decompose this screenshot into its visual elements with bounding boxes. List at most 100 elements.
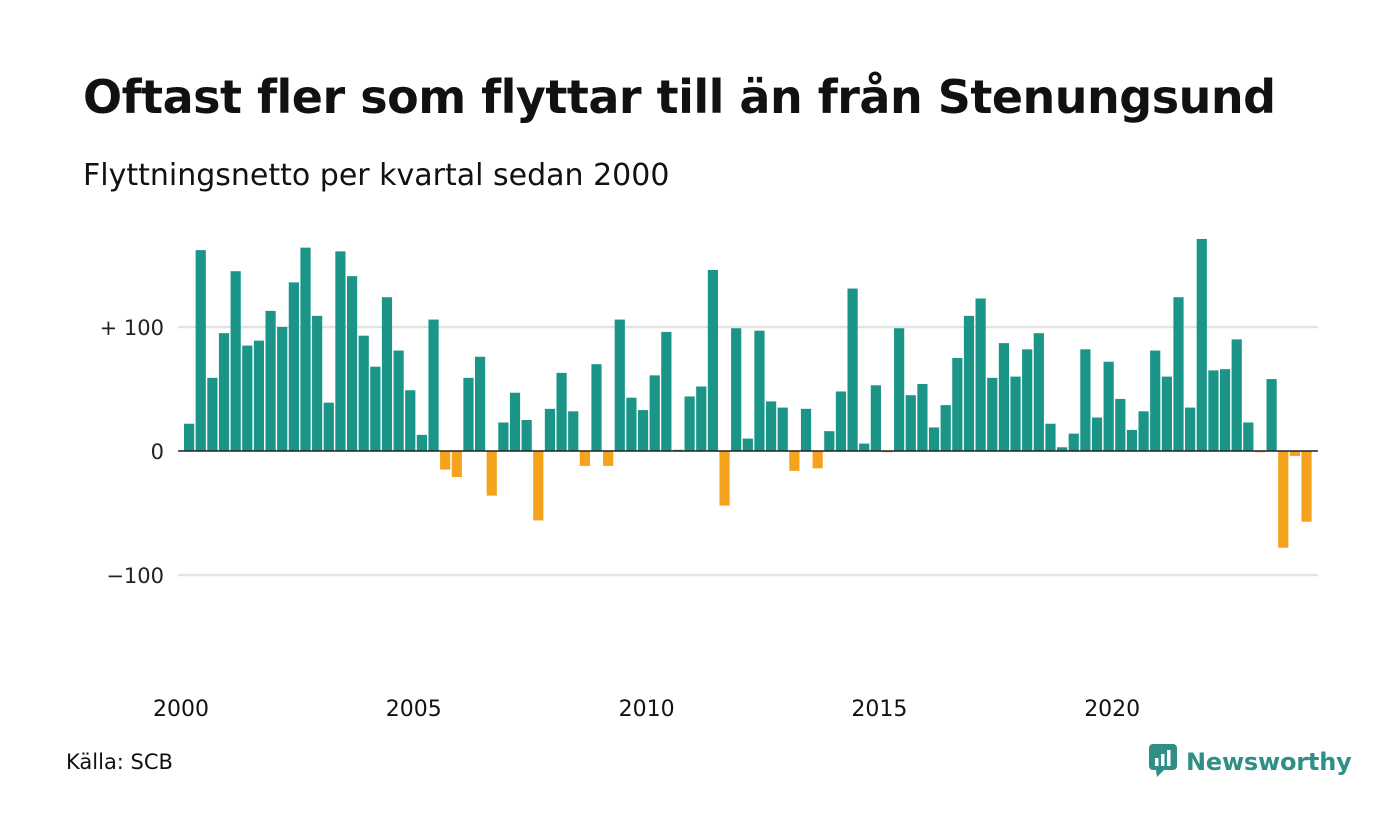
bar bbox=[1161, 376, 1172, 451]
x-tick-label: 2020 bbox=[1084, 697, 1140, 722]
bar bbox=[1219, 369, 1231, 451]
bar bbox=[288, 282, 299, 451]
bar bbox=[731, 328, 742, 451]
bar bbox=[1301, 451, 1312, 522]
bar bbox=[253, 340, 265, 451]
bar bbox=[1045, 423, 1056, 451]
bar bbox=[1196, 238, 1207, 451]
bar bbox=[614, 319, 625, 451]
bar bbox=[789, 451, 800, 471]
bar bbox=[393, 350, 404, 451]
bar bbox=[428, 319, 439, 451]
bar bbox=[894, 328, 905, 451]
bar bbox=[463, 377, 474, 451]
bar bbox=[626, 397, 637, 451]
bar bbox=[346, 276, 358, 451]
x-tick-label: 2015 bbox=[851, 697, 907, 722]
bar bbox=[277, 327, 288, 451]
bar bbox=[661, 331, 672, 451]
x-tick-label: 2005 bbox=[386, 697, 442, 722]
chart-subtitle: Flyttningsnetto per kvartal sedan 2000 bbox=[83, 158, 670, 193]
bar bbox=[335, 251, 346, 451]
bar bbox=[998, 343, 1009, 451]
bar bbox=[1033, 333, 1044, 451]
bar bbox=[1289, 451, 1300, 456]
y-tick-label: −100 bbox=[106, 564, 164, 588]
bar bbox=[742, 438, 753, 451]
bar bbox=[812, 451, 823, 469]
x-tick-label: 2000 bbox=[153, 697, 209, 722]
y-tick-label: 0 bbox=[151, 440, 164, 464]
brand-name: Newsworthy bbox=[1186, 748, 1352, 776]
gridlines bbox=[178, 325, 1318, 577]
bar bbox=[1057, 447, 1068, 451]
bar bbox=[381, 297, 393, 451]
bar bbox=[544, 408, 556, 451]
bar bbox=[835, 391, 847, 451]
bar bbox=[987, 377, 998, 451]
bar bbox=[218, 333, 230, 451]
bar bbox=[568, 411, 579, 451]
bar bbox=[1115, 398, 1126, 451]
bar bbox=[486, 451, 497, 496]
bar bbox=[1080, 349, 1091, 451]
bar bbox=[719, 451, 730, 506]
bar bbox=[684, 396, 695, 451]
bar bbox=[312, 315, 323, 451]
bar bbox=[323, 402, 334, 451]
bar bbox=[521, 420, 532, 451]
bar bbox=[230, 271, 241, 451]
bar bbox=[1126, 429, 1138, 451]
bar bbox=[184, 423, 195, 451]
bar bbox=[591, 364, 602, 451]
bar bbox=[952, 358, 963, 451]
bar bbox=[358, 335, 369, 451]
bar bbox=[509, 392, 521, 451]
y-tick-label: + 100 bbox=[100, 316, 164, 340]
bar bbox=[800, 408, 812, 451]
bar bbox=[707, 269, 718, 451]
bar bbox=[1022, 349, 1033, 451]
bar bbox=[870, 385, 881, 451]
bar bbox=[1068, 433, 1079, 451]
bar bbox=[416, 434, 427, 451]
bar bbox=[1010, 376, 1021, 451]
bar bbox=[637, 410, 649, 451]
bar bbox=[300, 247, 311, 451]
bar bbox=[440, 451, 451, 470]
bar bbox=[556, 372, 567, 451]
bar bbox=[405, 390, 416, 451]
bar bbox=[766, 401, 777, 451]
x-tick-label: 2010 bbox=[619, 697, 675, 722]
bar bbox=[824, 431, 835, 451]
bar bbox=[940, 405, 951, 451]
bar bbox=[777, 407, 788, 451]
bar bbox=[1150, 350, 1161, 451]
bar bbox=[498, 422, 509, 451]
brand-logo[interactable]: Newsworthy bbox=[1148, 743, 1352, 781]
bar bbox=[963, 315, 975, 451]
bar bbox=[1231, 339, 1242, 451]
bar bbox=[533, 451, 544, 521]
bar bbox=[1266, 379, 1277, 451]
bar bbox=[917, 384, 928, 451]
bar bbox=[928, 427, 940, 451]
source-note: Källa: SCB bbox=[66, 750, 173, 774]
bar bbox=[1091, 417, 1103, 451]
bar bbox=[451, 451, 462, 478]
bar bbox=[195, 250, 206, 451]
bar bbox=[1103, 361, 1114, 451]
bar bbox=[696, 386, 707, 451]
bar bbox=[847, 288, 858, 451]
bar bbox=[579, 451, 590, 466]
bar bbox=[475, 356, 486, 451]
bar bbox=[754, 330, 765, 451]
bar bbox=[265, 310, 276, 451]
bar bbox=[649, 375, 660, 451]
bar bbox=[242, 345, 253, 451]
bar bbox=[370, 366, 381, 451]
bar bbox=[1185, 407, 1196, 451]
bar bbox=[859, 443, 870, 451]
bar bbox=[1243, 422, 1254, 451]
newsworthy-logo-icon bbox=[1148, 743, 1178, 781]
